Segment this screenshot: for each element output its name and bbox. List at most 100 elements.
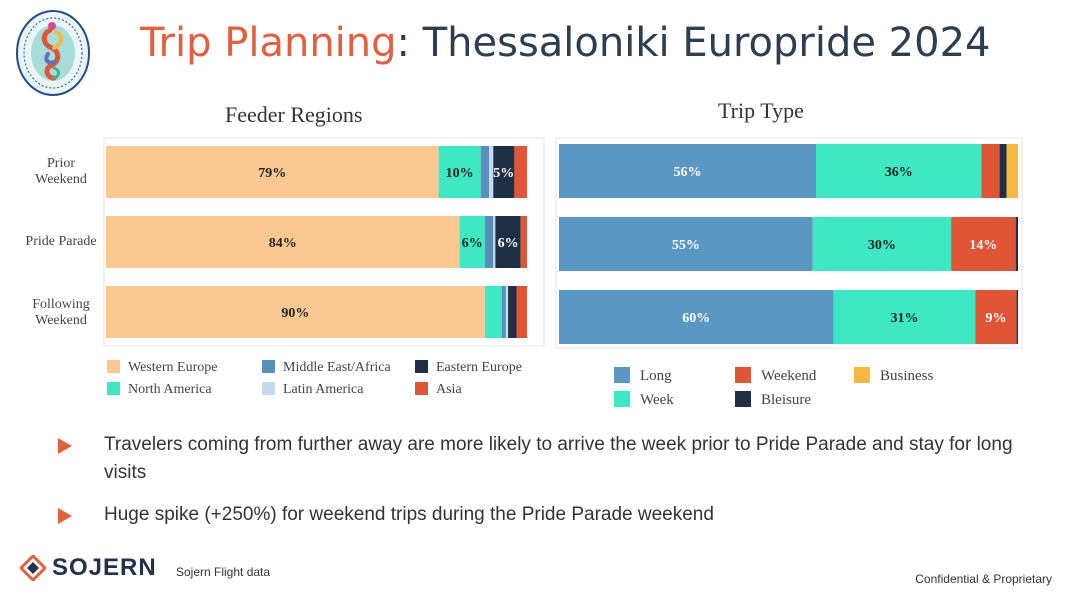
- page-title: Trip Planning: Thessaloniki Europride 20…: [140, 20, 990, 66]
- row-label-line: Pride Parade: [25, 234, 97, 249]
- legend-swatch: [735, 367, 751, 383]
- legend-swatch: [735, 391, 751, 407]
- legend-label: North America: [128, 382, 212, 397]
- bar-segment: [480, 146, 490, 198]
- bar-segment: [459, 216, 485, 268]
- feeder-plot-frame: [103, 137, 545, 347]
- bullet-text: Travelers coming from further away are m…: [104, 434, 1013, 483]
- bullet-arrow-icon: [58, 438, 72, 454]
- bar-segment: [106, 146, 439, 198]
- data-label: 31%: [891, 311, 919, 326]
- bar-segment: [1016, 290, 1018, 344]
- bar-segment: [493, 146, 515, 198]
- legend-label: Bleisure: [761, 392, 811, 408]
- row-label-line: Following: [32, 297, 90, 312]
- data-label: 90%: [281, 306, 309, 321]
- bar-segment: [508, 286, 517, 338]
- legend-swatch: [614, 367, 630, 383]
- page-title-rest: : Thessaloniki Europride 2024: [396, 20, 991, 66]
- bar-segment: [975, 290, 1017, 344]
- legend-swatch: [415, 382, 428, 395]
- trip-plot-frame: [555, 137, 1023, 349]
- legend-label: Middle East/Africa: [283, 360, 391, 375]
- legend-swatch: [415, 360, 428, 373]
- bar-segment: [484, 216, 494, 268]
- legend-item-north-america: North America: [107, 382, 212, 398]
- bar-segment: [516, 286, 527, 338]
- bar-segment: [1006, 144, 1018, 198]
- legend-label: Asia: [436, 382, 462, 397]
- legend-item-bleisure: Bleisure: [735, 391, 811, 409]
- legend-swatch: [107, 360, 120, 373]
- bar-segment: [812, 217, 952, 271]
- legend-item-eastern-europe: Eastern Europe: [415, 360, 522, 376]
- trip-chart-title: Trip Type: [718, 98, 804, 123]
- legend-item-long: Long: [614, 367, 672, 385]
- bar-segment: [951, 217, 1016, 271]
- legend-item-latin-america: Latin America: [262, 382, 363, 398]
- data-label: 9%: [986, 311, 1007, 326]
- data-label: 10%: [446, 166, 474, 181]
- legend-label: Latin America: [283, 382, 364, 397]
- bar-segment: [495, 216, 521, 268]
- legend-item-week: Week: [614, 391, 674, 409]
- legend-swatch: [107, 382, 120, 395]
- legend-item-middle-east-africa: Middle East/Africa: [262, 360, 391, 376]
- legend-swatch: [854, 367, 870, 383]
- data-label: 56%: [674, 165, 702, 180]
- bar-segment: [833, 290, 976, 344]
- data-label: 6%: [498, 236, 519, 251]
- bar-segment: [505, 286, 508, 338]
- bar-segment: [501, 286, 506, 338]
- feeder-chart-title: Feeder Regions: [225, 102, 363, 127]
- row-label-line: Prior: [47, 156, 75, 171]
- sojern-logo: SOJERN: [20, 554, 157, 582]
- data-label: 5%: [493, 166, 514, 181]
- bar-segment: [106, 216, 460, 268]
- legend-item-asia: Asia: [415, 382, 462, 398]
- row-label-prior-weekend: Prior Weekend: [18, 156, 104, 188]
- bar-segment: [1015, 217, 1018, 271]
- legend-swatch: [262, 360, 275, 373]
- bar-segment: [489, 146, 494, 198]
- bar-segment: [559, 144, 816, 198]
- bar-segment: [484, 286, 502, 338]
- confidential-note: Confidential & Proprietary: [915, 572, 1052, 586]
- bar-segment: [438, 146, 481, 198]
- sojern-mark-icon: [20, 555, 46, 581]
- data-label: 84%: [269, 236, 297, 251]
- bar-segment: [816, 144, 982, 198]
- source-note: Sojern Flight data: [176, 565, 271, 579]
- bullet-arrow-icon: [58, 508, 72, 524]
- data-label: 79%: [258, 166, 286, 181]
- data-label: 60%: [682, 311, 710, 326]
- data-label: 30%: [868, 238, 896, 253]
- bar-segment: [559, 290, 834, 344]
- bar-segment: [514, 146, 527, 198]
- legend-item-weekend: Weekend: [735, 367, 816, 385]
- bar-segment: [520, 216, 527, 268]
- europride-logo: [16, 10, 90, 96]
- bar-segment: [981, 144, 1000, 198]
- legend-label: Western Europe: [128, 360, 218, 375]
- bar-segment: [106, 286, 485, 338]
- data-label: 55%: [672, 238, 700, 253]
- bullet-text: Huge spike (+250%) for weekend trips dur…: [104, 504, 714, 525]
- bar-segment: [493, 216, 496, 268]
- legend-swatch: [262, 382, 275, 395]
- bar-segment: [559, 217, 813, 271]
- data-label: 14%: [969, 238, 997, 253]
- legend-item-western-europe: Western Europe: [107, 360, 217, 376]
- legend-label: Weekend: [761, 368, 817, 384]
- row-label-line: Weekend: [35, 172, 87, 187]
- legend-label: Week: [640, 392, 674, 408]
- legend-label: Business: [880, 368, 934, 384]
- sojern-wordmark: SOJERN: [52, 554, 157, 581]
- row-label-pride-parade: Pride Parade: [18, 234, 104, 250]
- data-label: 6%: [462, 236, 483, 251]
- legend-label: Eastern Europe: [436, 360, 522, 375]
- bar-segment: [999, 144, 1007, 198]
- legend-swatch: [614, 391, 630, 407]
- legend-label: Long: [640, 368, 672, 384]
- row-label-following-weekend: Following Weekend: [18, 297, 104, 329]
